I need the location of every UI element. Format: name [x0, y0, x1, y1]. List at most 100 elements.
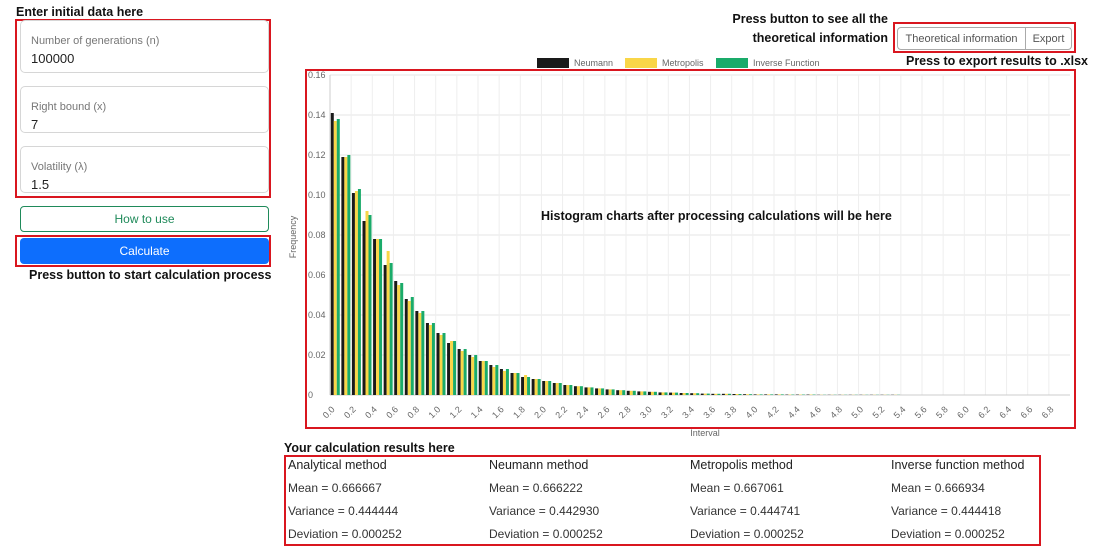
legend-label: Neumann [574, 58, 613, 68]
help-button[interactable]: How to use [20, 206, 269, 232]
bar [499, 369, 503, 395]
y-tick-label: 0.16 [308, 70, 326, 80]
bar [362, 221, 366, 395]
field-label: Volatility (λ) [31, 161, 88, 173]
legend-label: Inverse Function [753, 58, 820, 68]
bar [732, 394, 736, 395]
bar [354, 191, 358, 395]
annotation: Enter initial data here [16, 5, 144, 19]
bar [595, 388, 599, 395]
result-value: Deviation = 0.000252 [690, 527, 804, 541]
bar [721, 393, 725, 395]
bar [632, 390, 636, 395]
column-title: Neumann method [489, 458, 589, 472]
bar [383, 265, 387, 395]
bar [563, 385, 567, 395]
bar [524, 375, 528, 395]
bar [344, 157, 348, 395]
x-tick-label: 0.4 [363, 404, 379, 420]
x-tick-label: 3.2 [659, 404, 675, 420]
bar [770, 394, 774, 395]
bar [347, 155, 351, 395]
bar [407, 301, 411, 395]
x-tick-label: 6.0 [955, 404, 971, 420]
field-value: 1.5 [31, 177, 50, 192]
x-tick-label: 1.0 [426, 404, 442, 420]
y-tick-label: 0.04 [308, 310, 326, 320]
bar [471, 357, 475, 395]
x-tick-label: 2.6 [596, 404, 612, 420]
bar [376, 239, 380, 395]
x-tick-label: 2.2 [553, 404, 569, 420]
result-value: Mean = 0.666667 [288, 481, 382, 495]
bar [447, 343, 451, 395]
bar [333, 121, 337, 395]
bar [717, 393, 721, 395]
x-tick-label: 6.2 [976, 404, 992, 420]
bar [746, 394, 750, 395]
bar [619, 390, 623, 395]
bar [672, 392, 676, 395]
y-tick-label: 0.12 [308, 150, 326, 160]
bar [643, 391, 647, 395]
bar [397, 285, 401, 395]
x-tick-label: 6.6 [1018, 404, 1034, 420]
y-tick-label: 0.14 [308, 110, 326, 120]
x-tick-label: 1.8 [511, 404, 527, 420]
input-field[interactable]: Volatility (λ) 1.5 [20, 146, 269, 193]
x-tick-label: 3.8 [722, 404, 738, 420]
bar [573, 386, 577, 395]
bar [505, 369, 509, 395]
y-tick-label: 0 [308, 390, 313, 400]
bar [460, 351, 464, 395]
input-field[interactable]: Right bound (x) 7 [20, 86, 269, 133]
column-title: Inverse function method [891, 458, 1025, 472]
bar [478, 361, 482, 395]
field-value: 7 [31, 117, 39, 132]
bar [468, 355, 472, 395]
bar [669, 392, 673, 395]
x-tick-label: 2.8 [617, 404, 633, 420]
bar [764, 394, 768, 395]
x-tick-label: 0.8 [405, 404, 421, 420]
bar [616, 390, 620, 395]
y-axis-label: Frequency [288, 215, 298, 258]
x-tick-label: 1.2 [448, 404, 464, 420]
bar [753, 394, 757, 395]
bar [629, 390, 633, 395]
column-title: Analytical method [288, 458, 387, 472]
x-tick-label: 0.6 [384, 404, 400, 420]
x-tick-label: 5.0 [849, 404, 865, 420]
bar [453, 341, 457, 395]
bar [481, 361, 485, 395]
x-axis-label: Interval [690, 428, 720, 438]
y-tick-label: 0.02 [308, 350, 326, 360]
y-tick-label: 0.10 [308, 190, 326, 200]
bar [436, 333, 440, 395]
bar [650, 391, 654, 395]
field-value: 100000 [31, 51, 75, 66]
x-tick-label: 2.0 [532, 404, 548, 420]
result-value: Mean = 0.667061 [690, 481, 784, 495]
bar [661, 392, 665, 395]
input-field[interactable]: Number of generations (n) 100000 [20, 20, 269, 73]
bar [587, 387, 591, 395]
annotation: Press to export results to .xlsx [905, 54, 1088, 68]
bar [626, 390, 630, 395]
calculate-button[interactable]: Calculate [20, 238, 269, 264]
x-tick-label: 5.2 [870, 404, 886, 420]
bar [425, 323, 429, 395]
column-title: Metropolis method [690, 458, 793, 472]
bar [608, 389, 612, 395]
x-tick-label: 0.0 [321, 404, 337, 420]
bar [664, 392, 668, 395]
bar [767, 394, 771, 395]
bar [542, 381, 546, 395]
bar [675, 392, 679, 395]
bar [685, 393, 689, 395]
bar [463, 349, 467, 395]
export-button[interactable]: Export [1025, 27, 1072, 50]
bar [759, 394, 763, 395]
